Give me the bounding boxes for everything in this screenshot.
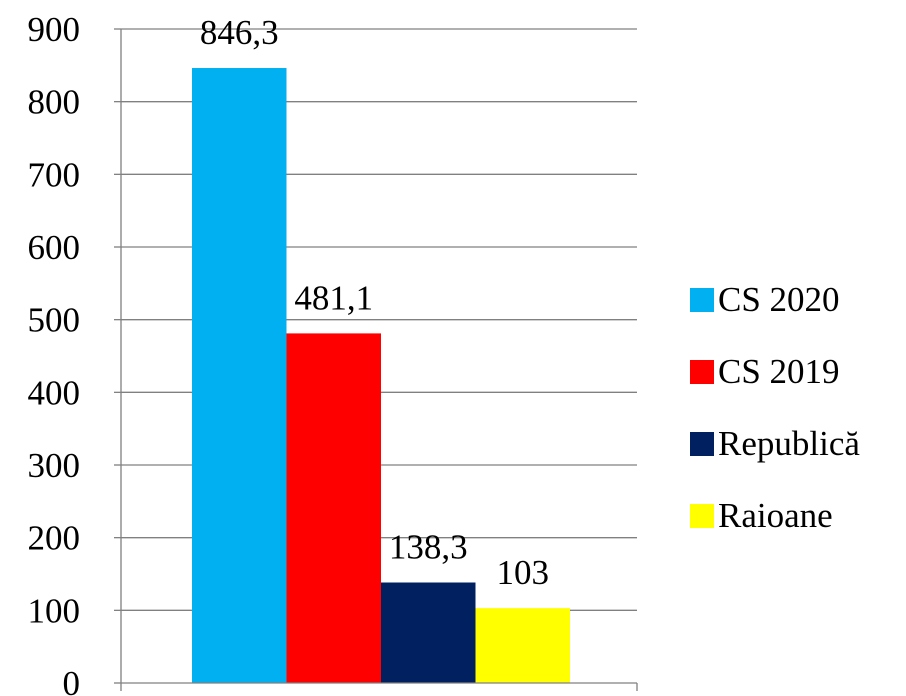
y-axis-ticks: 0 100 200 300 400 500 600 700 800 900	[28, 10, 81, 696]
legend-label: CS 2020	[718, 280, 840, 319]
bar	[287, 333, 382, 683]
data-label: 481,1	[294, 278, 373, 317]
y-tick-label: 100	[28, 591, 81, 630]
y-tick-label: 900	[28, 10, 81, 49]
legend-label: Republică	[718, 424, 860, 463]
bar	[476, 608, 571, 683]
data-label: 138,3	[389, 528, 468, 567]
legend-swatch	[690, 504, 714, 528]
y-tick-label: 500	[28, 301, 81, 340]
legend-swatch	[690, 432, 714, 456]
legend-item: CS 2020	[690, 280, 840, 319]
y-tick-label: 700	[28, 155, 81, 194]
y-tick-label: 600	[28, 228, 81, 267]
bar	[381, 583, 476, 683]
y-tick-label: 200	[28, 519, 81, 558]
bar	[192, 68, 287, 683]
legend: CS 2020 CS 2019 Republică Raioane	[690, 280, 860, 535]
y-tick-label: 0	[63, 664, 81, 696]
legend-swatch	[690, 360, 714, 384]
legend-item: Raioane	[690, 496, 833, 535]
legend-label: CS 2019	[718, 352, 840, 391]
data-label: 103	[497, 553, 550, 592]
legend-item: Republică	[690, 424, 860, 463]
legend-label: Raioane	[718, 496, 833, 535]
data-label: 846,3	[200, 13, 279, 52]
y-tick-label: 400	[28, 373, 81, 412]
y-tick-label: 300	[28, 446, 81, 485]
y-tick-label: 800	[28, 83, 81, 122]
legend-swatch	[690, 288, 714, 312]
legend-item: CS 2019	[690, 352, 840, 391]
